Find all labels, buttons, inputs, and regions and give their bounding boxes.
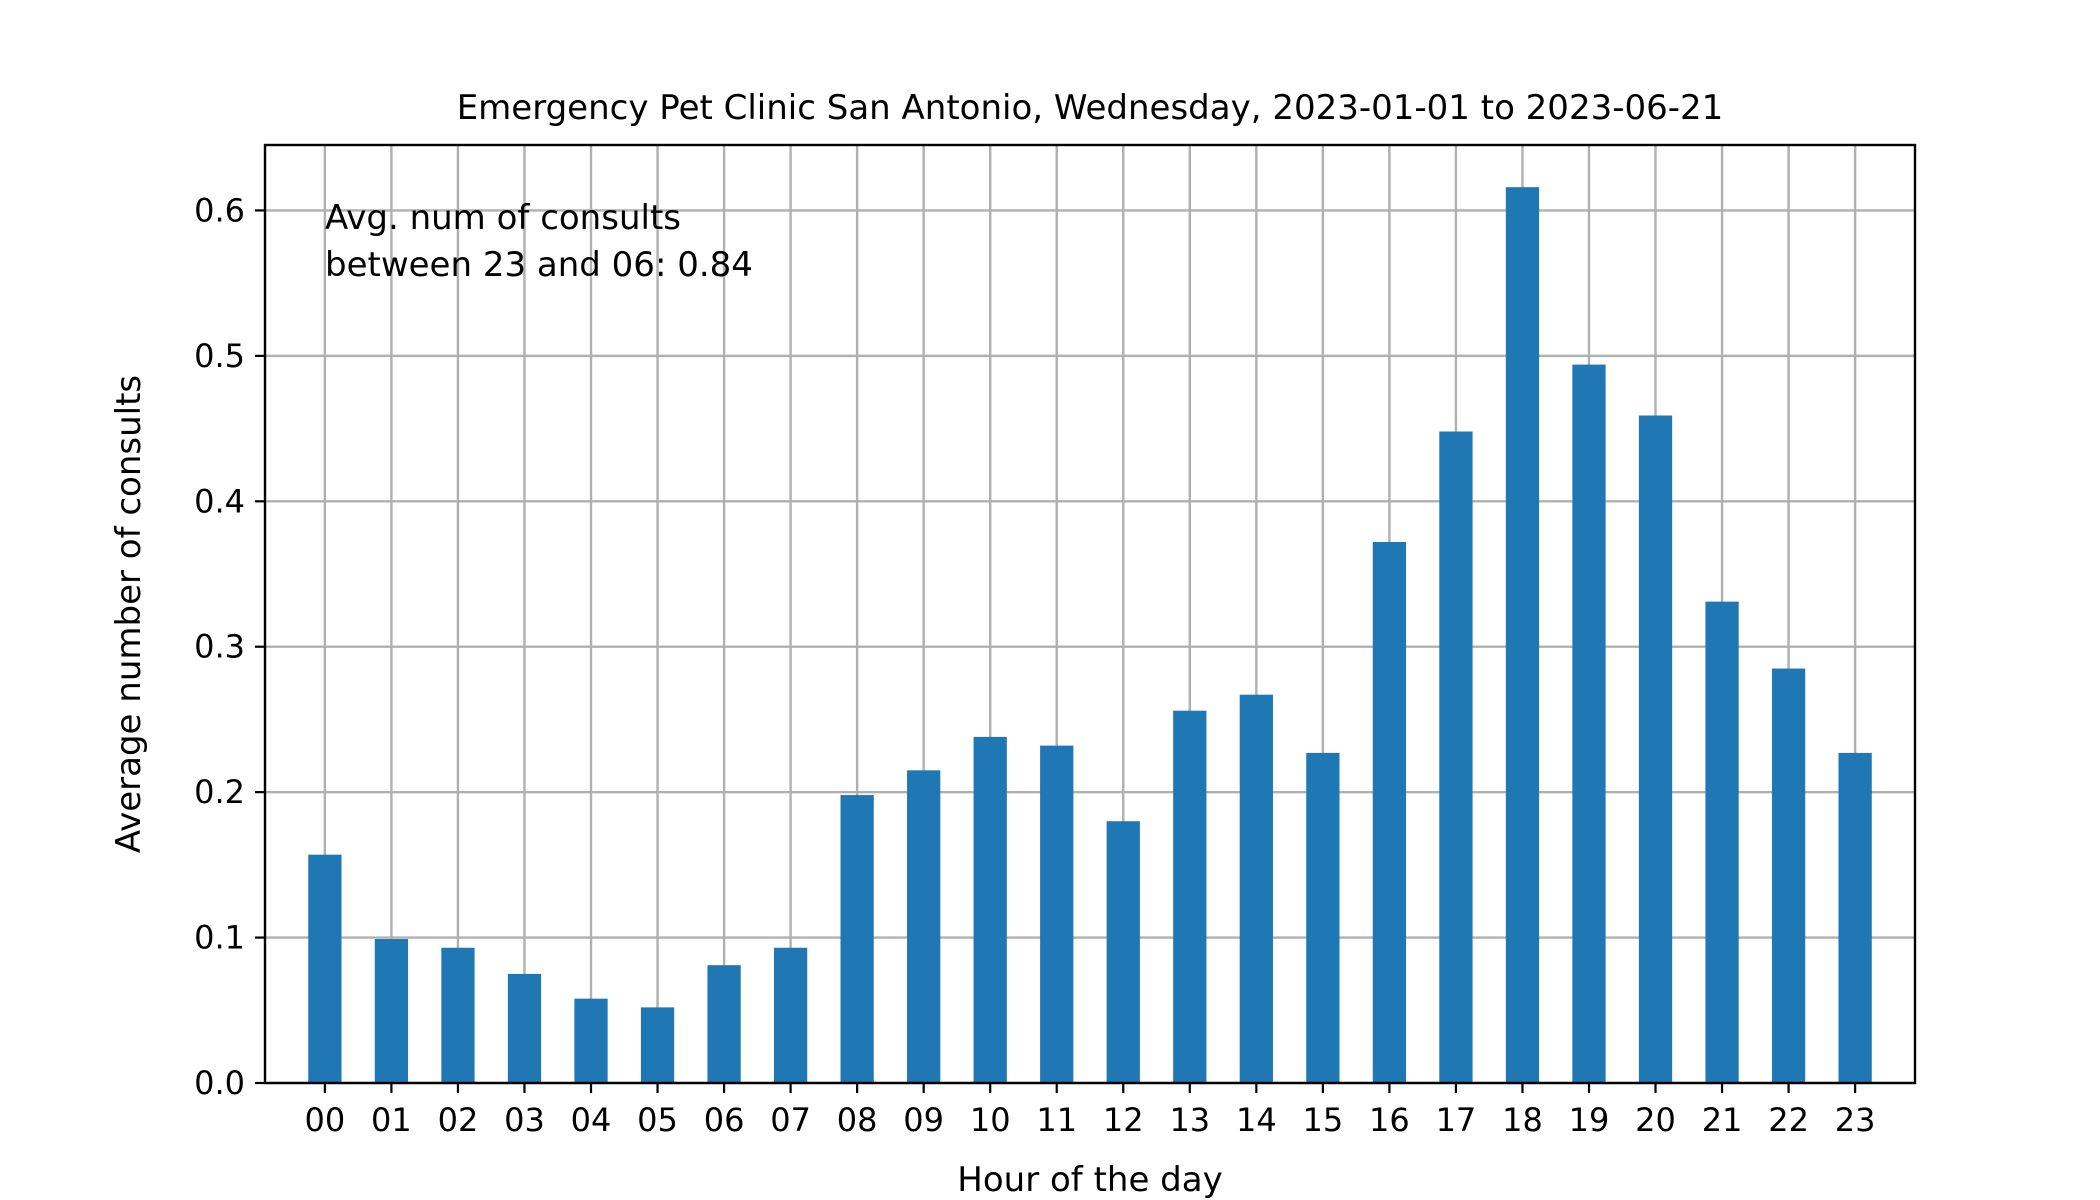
bar-hour-10 <box>973 736 1007 1083</box>
bar-hour-21 <box>1705 601 1739 1083</box>
bar-hour-02 <box>441 947 475 1083</box>
bar-hour-22 <box>1771 668 1806 1083</box>
annotation-line-2: between 23 and 06: 0.84 <box>325 245 753 285</box>
x-tick-label: 13 <box>1169 1101 1210 1139</box>
x-tick-label: 19 <box>1569 1101 1610 1139</box>
y-tick-label: 0.4 <box>194 482 245 520</box>
x-tick-label: 11 <box>1036 1101 1077 1139</box>
x-tick-label: 12 <box>1103 1101 1144 1139</box>
y-tick-label: 0.5 <box>194 337 245 375</box>
bar-hour-09 <box>907 770 941 1083</box>
bar-hour-03 <box>507 973 542 1083</box>
x-tick-label: 23 <box>1835 1101 1876 1139</box>
bar-hour-14 <box>1239 694 1273 1083</box>
x-tick-label: 06 <box>704 1101 745 1139</box>
bar-hour-20 <box>1638 415 1673 1083</box>
bar-hour-18 <box>1505 187 1540 1083</box>
x-tick-label: 15 <box>1303 1101 1344 1139</box>
bar-hour-11 <box>1040 745 1074 1083</box>
bar-hour-19 <box>1572 364 1606 1083</box>
bar-hour-13 <box>1173 710 1207 1083</box>
bar-hour-00 <box>308 854 342 1083</box>
bar-hour-16 <box>1372 542 1407 1083</box>
x-axis-ticks: 00 01 02 03 04 05 06 07 08 09 10 11 12 13 14 15 16 17 18 19… <box>305 1083 1876 1139</box>
y-tick-label: 0.1 <box>194 919 245 957</box>
bar-hour-08 <box>840 795 874 1083</box>
x-tick-label: 14 <box>1236 1101 1277 1139</box>
x-tick-label: 07 <box>770 1101 811 1139</box>
x-tick-label: 17 <box>1436 1101 1477 1139</box>
annotation-line-1: Avg. num of consults <box>325 198 681 238</box>
y-tick-label: 0.6 <box>194 191 245 229</box>
bars-layer <box>308 187 1872 1083</box>
x-tick-label: 05 <box>637 1101 678 1139</box>
y-axis-label: Average number of consults <box>109 375 149 853</box>
x-tick-label: 21 <box>1702 1101 1743 1139</box>
bar-hour-17 <box>1439 431 1473 1083</box>
x-tick-label: 16 <box>1369 1101 1410 1139</box>
x-tick-label: 01 <box>371 1101 412 1139</box>
bar-hour-05 <box>640 1007 675 1083</box>
x-tick-label: 00 <box>305 1101 346 1139</box>
bar-hour-04 <box>574 998 608 1083</box>
x-tick-label: 02 <box>438 1101 479 1139</box>
x-tick-label: 22 <box>1768 1101 1809 1139</box>
x-tick-label: 18 <box>1502 1101 1543 1139</box>
bar-hour-15 <box>1306 752 1340 1083</box>
bar-hour-07 <box>773 947 808 1083</box>
bar-hour-23 <box>1838 752 1872 1083</box>
x-tick-label: 20 <box>1635 1101 1676 1139</box>
x-axis-label: Hour of the day <box>957 1160 1222 1200</box>
x-tick-label: 10 <box>970 1101 1011 1139</box>
x-tick-label: 03 <box>504 1101 545 1139</box>
y-axis-ticks: 0.0 0.1 0.2 0.3 0.4 0.5 0.6 <box>194 191 265 1102</box>
bar-hour-12 <box>1106 821 1140 1083</box>
y-tick-label: 0.2 <box>194 773 245 811</box>
bar-hour-01 <box>374 939 409 1083</box>
chart-title: Emergency Pet Clinic San Antonio, Wednes… <box>457 88 1724 128</box>
x-tick-label: 08 <box>837 1101 878 1139</box>
y-tick-label: 0.3 <box>194 628 245 666</box>
x-tick-label: 09 <box>903 1101 944 1139</box>
x-tick-label: 04 <box>571 1101 612 1139</box>
y-tick-label: 0.0 <box>194 1064 245 1102</box>
bar-hour-06 <box>707 965 741 1083</box>
plot-frame <box>263 143 1917 1085</box>
